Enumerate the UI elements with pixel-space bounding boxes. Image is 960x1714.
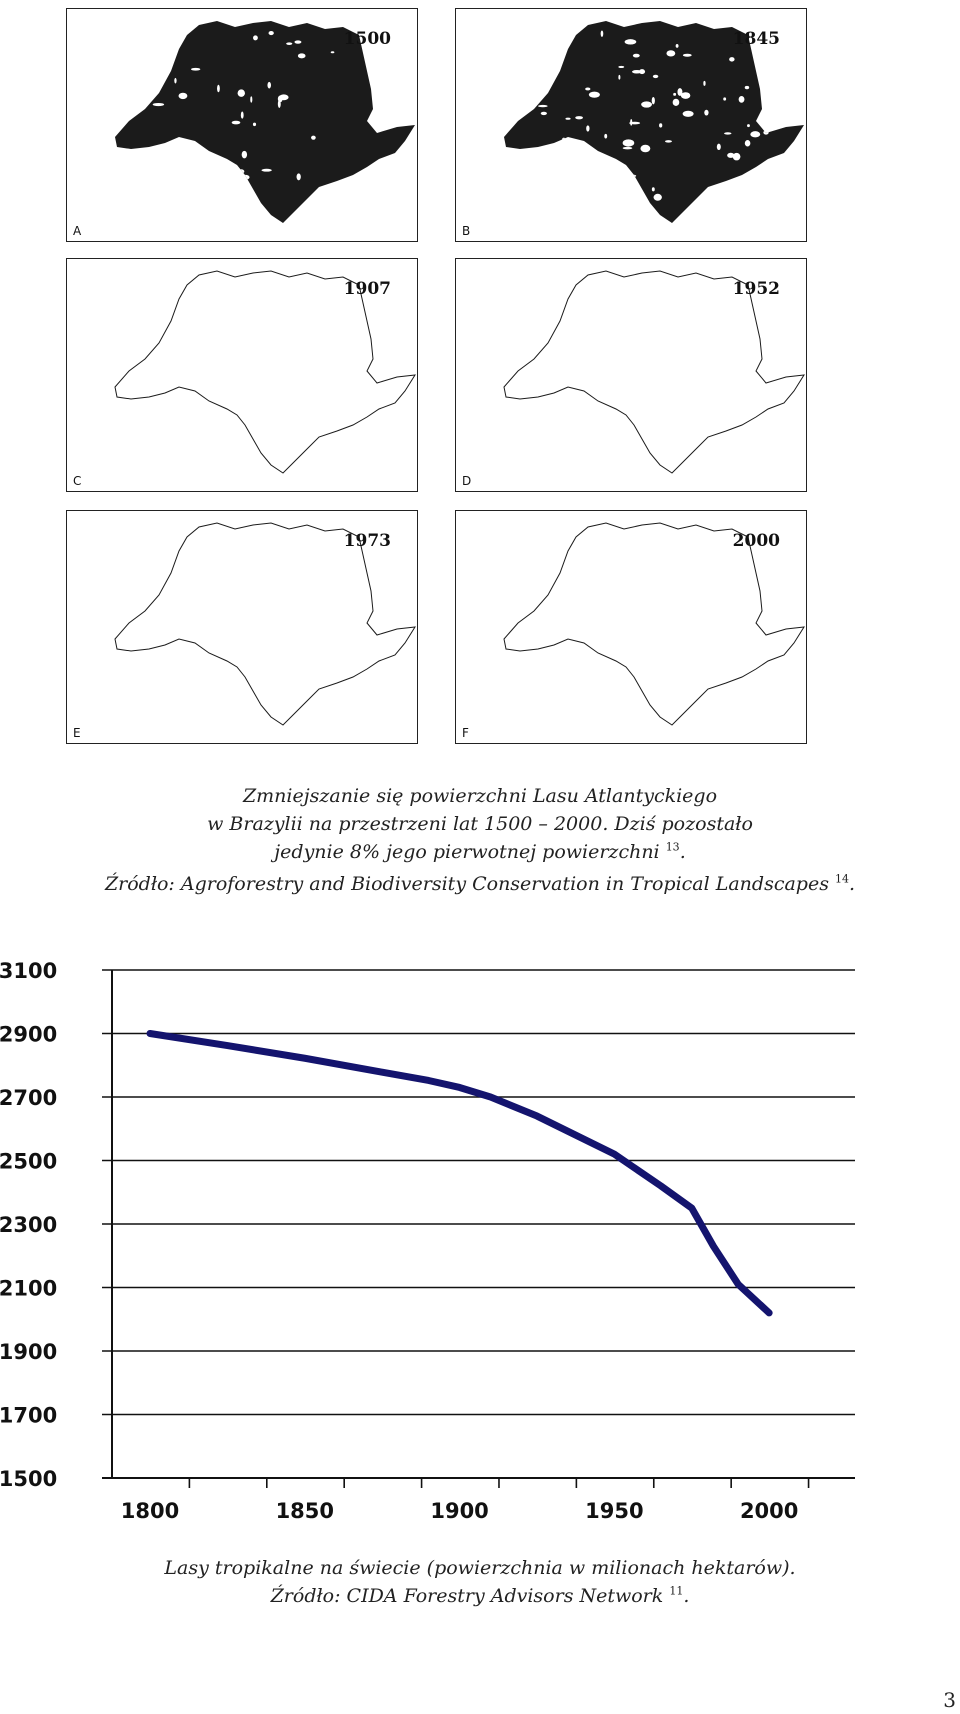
y-tick-label: 1700 — [0, 1404, 57, 1428]
footnote-ref: 11 — [669, 1584, 684, 1598]
caption-text: jedynie 8% jego pierwotnej powierzchni — [274, 841, 660, 863]
map-letter: A — [73, 224, 82, 238]
y-tick-label: 2900 — [0, 1023, 57, 1047]
map-panel-f: 2000 F — [455, 510, 807, 744]
map-letter: B — [462, 224, 471, 238]
map-year: 1973 — [343, 531, 391, 551]
x-tick-label: 1800 — [121, 1499, 179, 1523]
forest-maps-figure: 1500 A 1845 B 1907 C 1952 D 1973 E 2000 … — [0, 0, 960, 760]
caption-source-line: Źródło: Agroforestry and Biodiversity Co… — [0, 870, 960, 898]
footnote-ref: 13 — [665, 840, 680, 854]
caption-source-line: Źródło: CIDA Forestry Advisors Network 1… — [0, 1582, 960, 1610]
caption-line: jedynie 8% jego pierwotnej powierzchni 1… — [0, 838, 960, 866]
footnote-ref: 14 — [835, 872, 850, 886]
map-letter: C — [73, 474, 82, 488]
y-tick-label: 3100 — [0, 959, 57, 983]
map-letter: D — [462, 474, 472, 488]
x-tick-label: 1950 — [585, 1499, 643, 1523]
map-year: 1500 — [343, 29, 391, 49]
map-panel-d: 1952 D — [455, 258, 807, 492]
x-tick-label: 2000 — [740, 1499, 798, 1523]
map-letter: E — [73, 726, 81, 740]
map-panel-c: 1907 C — [66, 258, 418, 492]
forest-area-line-chart: 3100 2900 2700 2500 2300 2100 1900 1700 1500 1800… — [0, 959, 855, 1523]
map-year: 1952 — [732, 279, 780, 299]
caption-punct: . — [679, 841, 686, 863]
map-year: 2000 — [732, 531, 780, 551]
series-line — [146, 1030, 773, 1317]
map-panel-a: 1500 A — [66, 8, 418, 242]
maps-caption: Zmniejszanie się powierzchni Lasu Atlant… — [0, 782, 960, 898]
forest-map-shape — [503, 270, 805, 474]
y-tick-label: 1900 — [0, 1340, 57, 1364]
y-tick-label: 2500 — [0, 1150, 57, 1174]
x-tick-label: 1900 — [430, 1499, 488, 1523]
caption-source: Źródło: CIDA Forestry Advisors Network — [270, 1585, 664, 1607]
caption-line: Zmniejszanie się powierzchni Lasu Atlant… — [242, 785, 718, 807]
forest-map-shape — [115, 21, 415, 223]
forest-map-shape — [114, 522, 416, 726]
y-tick-label: 2700 — [0, 1086, 57, 1110]
forest-map-shape — [503, 522, 805, 726]
map-panel-e: 1973 E — [66, 510, 418, 744]
x-tick-label: 1850 — [276, 1499, 334, 1523]
caption-punct: . — [849, 873, 856, 895]
y-tick-label: 1500 — [0, 1467, 57, 1491]
forest-map-shape — [504, 21, 804, 223]
map-year: 1907 — [343, 279, 391, 299]
chart-caption: Lasy tropikalne na świecie (powierzchnia… — [0, 1554, 960, 1610]
caption-source: Źródło: Agroforestry and Biodiversity Co… — [104, 873, 829, 895]
map-panel-b: 1845 B — [455, 8, 807, 242]
map-letter: F — [462, 726, 469, 740]
caption-line: w Brazylii na przestrzeni lat 1500 – 200… — [207, 813, 753, 835]
caption-punct: . — [683, 1585, 690, 1607]
map-year: 1845 — [732, 29, 780, 49]
caption-line: Lasy tropikalne na świecie (powierzchnia… — [164, 1557, 796, 1579]
y-tick-label: 2300 — [0, 1213, 57, 1237]
forest-map-shape — [114, 270, 416, 474]
y-tick-label: 2100 — [0, 1277, 57, 1301]
page-number: 3 — [943, 1688, 956, 1712]
